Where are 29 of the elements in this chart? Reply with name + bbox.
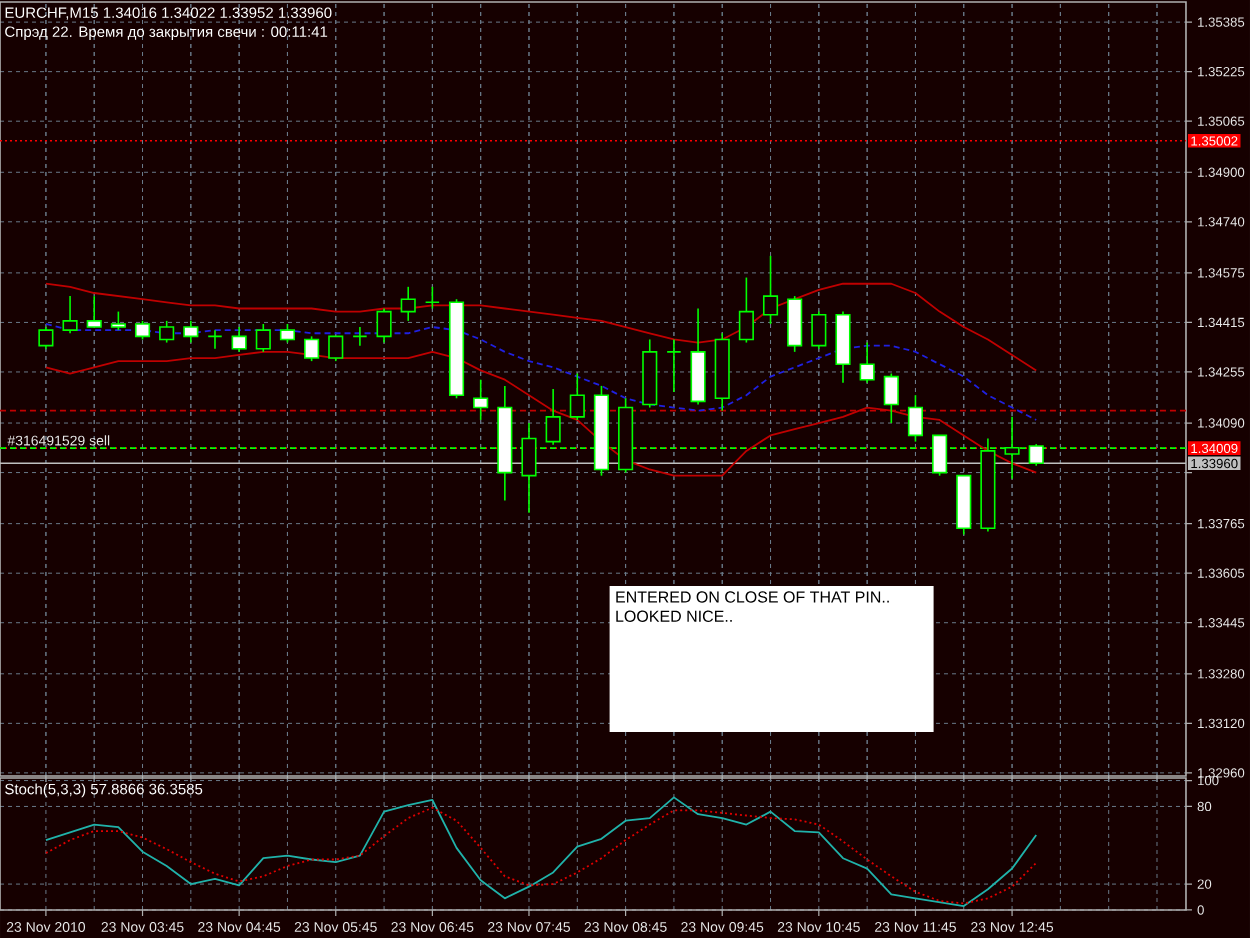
annotation: LOOKED NICE.. (616, 610, 732, 622)
candlestick (376, 307, 392, 344)
candlestick (328, 335, 344, 362)
candlestick (159, 320, 175, 344)
candlestick (231, 326, 247, 353)
candlestick (859, 341, 875, 384)
candlestick (110, 310, 126, 331)
candlestick (207, 329, 223, 350)
annotation: ENTERED ON CLOSE OF THAT PIN.. (616, 591, 889, 603)
candlestick (62, 295, 78, 335)
candlestick (255, 323, 271, 353)
candlestick (811, 310, 827, 350)
candlestick (738, 276, 754, 344)
candlestick (86, 295, 102, 328)
candlestick (883, 372, 899, 424)
candlestick (183, 320, 199, 344)
candlestick (38, 326, 54, 350)
candlestick (304, 335, 320, 362)
candlestick (787, 295, 803, 353)
candlestick (279, 323, 296, 344)
candlestick (352, 326, 368, 347)
candlestick (424, 286, 440, 310)
candlestick (907, 394, 924, 443)
candlestick (400, 286, 416, 322)
candlestick (134, 320, 151, 341)
candlestick (569, 372, 585, 421)
candlestick (666, 338, 682, 393)
candlestick (473, 378, 489, 421)
candlestick (762, 255, 779, 325)
